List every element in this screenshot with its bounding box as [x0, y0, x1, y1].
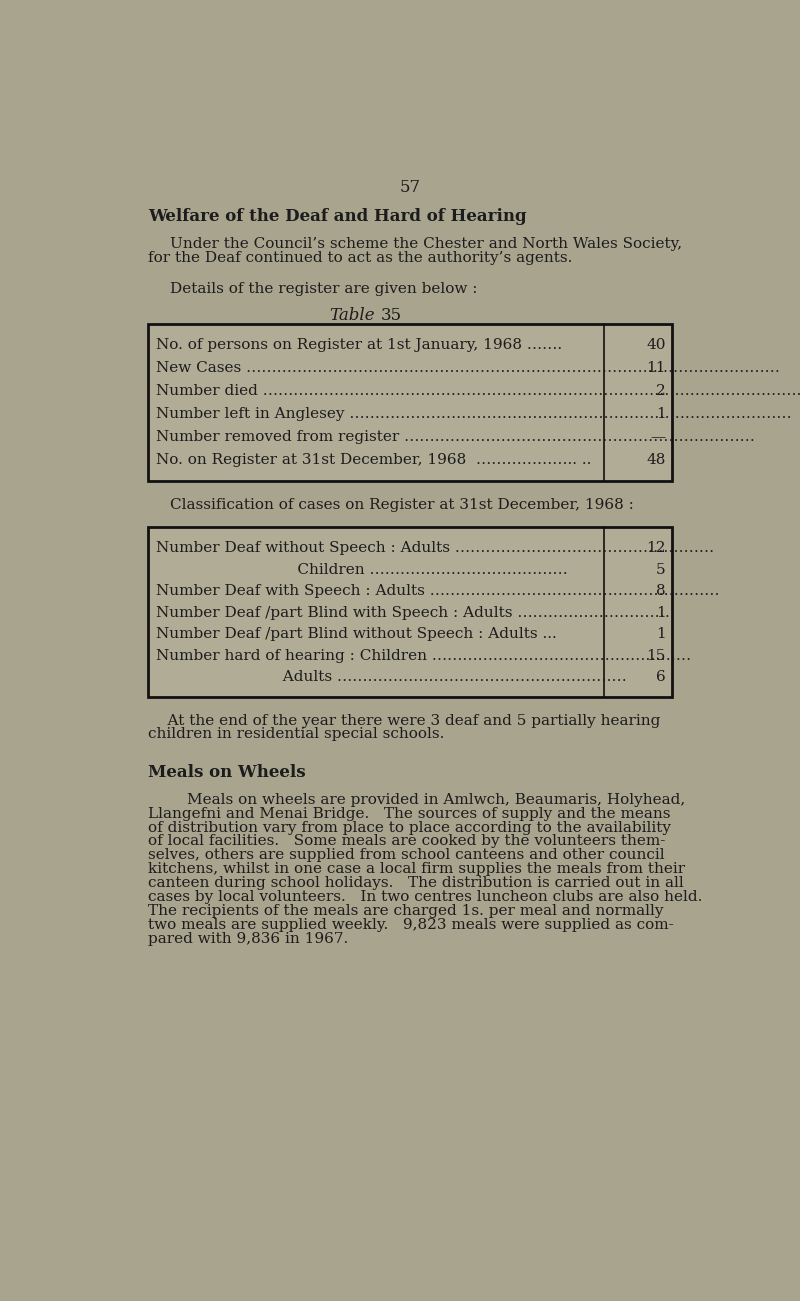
Text: The recipients of the meals are charged 1s. per meal and normally: The recipients of the meals are charged …: [148, 904, 663, 917]
Text: 6: 6: [656, 670, 666, 684]
Text: Number hard of hearing : Children ……………………………………………: Number hard of hearing : Children …………………: [156, 649, 691, 664]
Text: children in residential special schools.: children in residential special schools.: [148, 727, 445, 742]
Text: Number Deaf /part Blind with Speech : Adults …………………………: Number Deaf /part Blind with Speech : Ad…: [156, 606, 670, 619]
Text: Number left in Anglesey ……………………………………………………………………………: Number left in Anglesey ……………………………………………: [156, 407, 791, 422]
Text: 35: 35: [381, 307, 402, 324]
Text: 2: 2: [656, 384, 666, 398]
Text: Number removed from register ……………………………………………………………: Number removed from register ………………………………: [156, 431, 754, 444]
Text: —: —: [650, 431, 666, 444]
Text: kitchens, whilst in one case a local firm supplies the meals from their: kitchens, whilst in one case a local fir…: [148, 863, 685, 876]
Text: 40: 40: [646, 338, 666, 351]
Text: of local facilities.   Some meals are cooked by the volunteers them-: of local facilities. Some meals are cook…: [148, 834, 666, 848]
Text: Table: Table: [330, 307, 375, 324]
Text: 8: 8: [656, 584, 666, 598]
Text: Details of the register are given below :: Details of the register are given below …: [170, 281, 478, 295]
Text: 1: 1: [656, 606, 666, 619]
Text: selves, others are supplied from school canteens and other council: selves, others are supplied from school …: [148, 848, 665, 863]
Text: two meals are supplied weekly.   9,823 meals were supplied as com-: two meals are supplied weekly. 9,823 mea…: [148, 917, 674, 932]
Bar: [148, 527, 672, 696]
Bar: [148, 324, 672, 481]
Text: 15: 15: [646, 649, 666, 664]
Text: canteen during school holidays.   The distribution is carried out in all: canteen during school holidays. The dist…: [148, 876, 684, 890]
Text: Children …………………………………: Children …………………………………: [156, 562, 567, 576]
Text: Number Deaf without Speech : Adults ……………………………………………: Number Deaf without Speech : Adults ……………: [156, 541, 714, 556]
Text: Number died ………………………………………………………………………………………………: Number died ……………………………………………………………………………: [156, 384, 800, 398]
Text: 11: 11: [646, 360, 666, 375]
Text: 12: 12: [646, 541, 666, 556]
Text: Number Deaf /part Blind without Speech : Adults ...: Number Deaf /part Blind without Speech :…: [156, 627, 557, 641]
Text: for the Deaf continued to act as the authority’s agents.: for the Deaf continued to act as the aut…: [148, 251, 573, 265]
Text: Meals on Wheels: Meals on Wheels: [148, 764, 306, 781]
Text: cases by local volunteers.   In two centres luncheon clubs are also held.: cases by local volunteers. In two centre…: [148, 890, 702, 904]
Text: pared with 9,836 in 1967.: pared with 9,836 in 1967.: [148, 932, 348, 946]
Text: New Cases ……………………………………………………………………………………………: New Cases …………………………………………………………………………………: [156, 360, 780, 375]
Text: 57: 57: [399, 180, 421, 196]
Text: Classification of cases on Register at 31st December, 1968 :: Classification of cases on Register at 3…: [170, 498, 634, 513]
Text: Meals on wheels are provided in Amlwch, Beaumaris, Holyhead,: Meals on wheels are provided in Amlwch, …: [148, 792, 686, 807]
Text: Welfare of the Deaf and Hard of Hearing: Welfare of the Deaf and Hard of Hearing: [148, 208, 526, 225]
Text: of distribution vary from place to place according to the availability: of distribution vary from place to place…: [148, 821, 671, 835]
Text: No. on Register at 31st December, 1968  ……………….. ..: No. on Register at 31st December, 1968 ……: [156, 453, 591, 467]
Text: 48: 48: [646, 453, 666, 467]
Text: Llangefni and Menai Bridge.   The sources of supply and the means: Llangefni and Menai Bridge. The sources …: [148, 807, 670, 821]
Text: At the end of the year there were 3 deaf and 5 partially hearing: At the end of the year there were 3 deaf…: [148, 714, 661, 727]
Text: No. of persons on Register at 1st January, 1968 …….: No. of persons on Register at 1st Januar…: [156, 338, 562, 351]
Text: 1: 1: [656, 407, 666, 422]
Text: 5: 5: [656, 562, 666, 576]
Text: Adults …………………………………………………: Adults …………………………………………………: [156, 670, 626, 684]
Text: Under the Council’s scheme the Chester and North Wales Society,: Under the Council’s scheme the Chester a…: [170, 237, 682, 251]
Text: 1: 1: [656, 627, 666, 641]
Text: Number Deaf with Speech : Adults …………………………………………………: Number Deaf with Speech : Adults ……………………: [156, 584, 719, 598]
